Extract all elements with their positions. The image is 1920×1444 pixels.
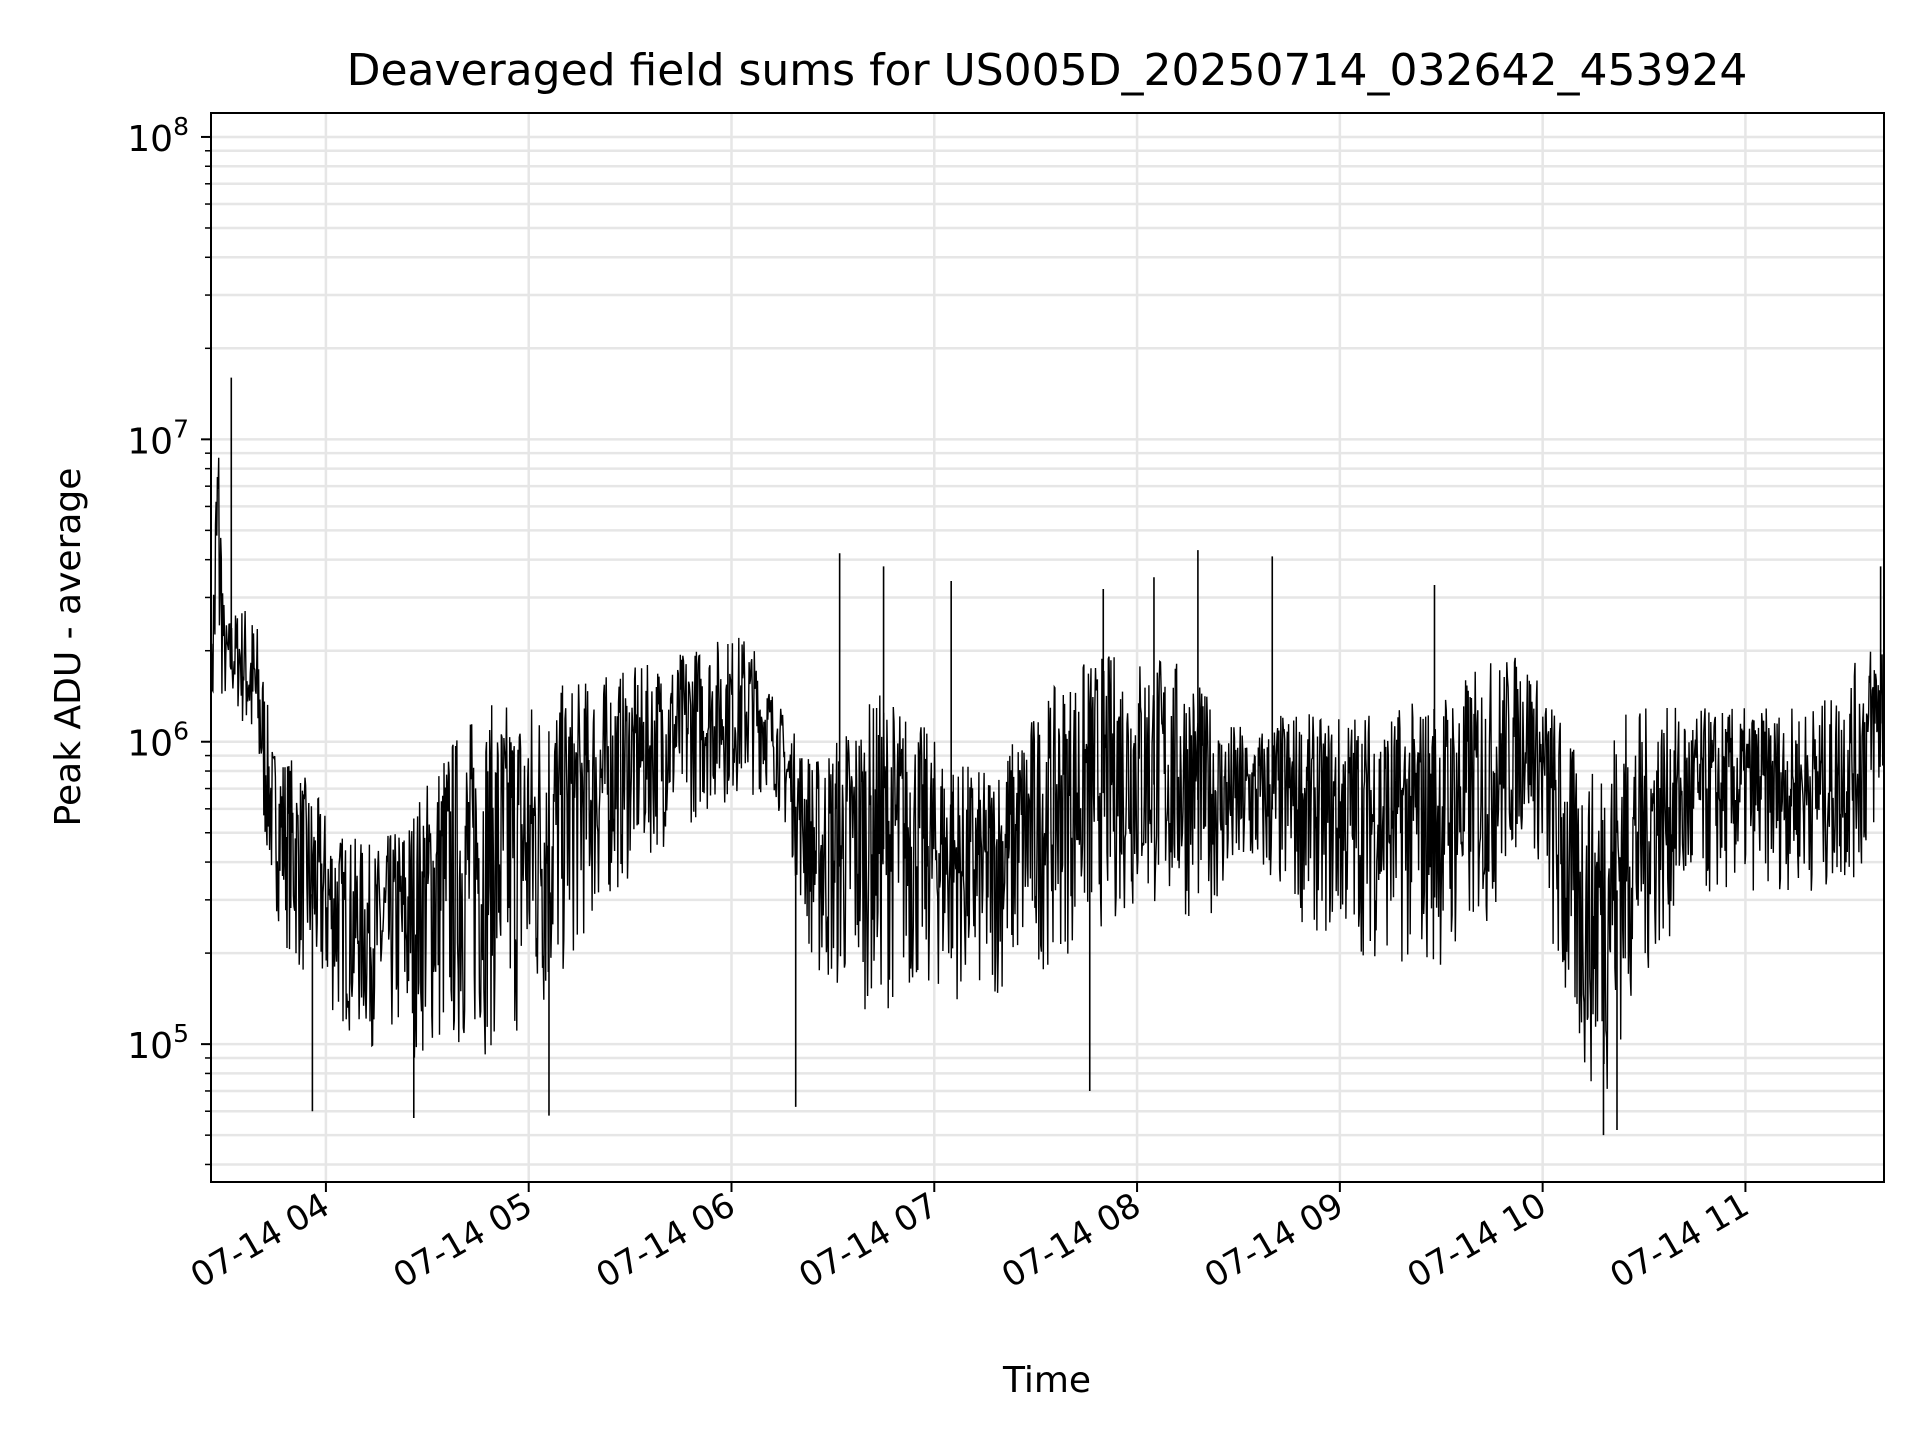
- y-tick-label: 108: [127, 112, 189, 160]
- y-axis-label: Peak ADU - average: [48, 468, 89, 827]
- y-tick-label: 107: [127, 414, 189, 462]
- y-tick-exponent: 5: [173, 1019, 189, 1048]
- y-tick-exponent: 6: [173, 717, 189, 746]
- y-tick-exponent: 8: [173, 112, 189, 141]
- y-tick-base: 10: [127, 421, 173, 462]
- plot-frame: [210, 112, 1885, 1183]
- chart-title: Deaveraged field sums for US005D_2025071…: [347, 45, 1748, 96]
- data-layer: [210, 377, 1885, 1136]
- x-axis-label: Time: [1002, 1360, 1091, 1401]
- series-line: [210, 457, 1885, 1089]
- y-tick-label: 105: [127, 1019, 189, 1067]
- y-tick-exponent: 7: [173, 414, 189, 443]
- y-tick-label: 106: [127, 717, 189, 765]
- y-tick-base: 10: [127, 724, 173, 765]
- y-tick-base: 10: [127, 1026, 173, 1067]
- y-tick-base: 10: [127, 119, 173, 160]
